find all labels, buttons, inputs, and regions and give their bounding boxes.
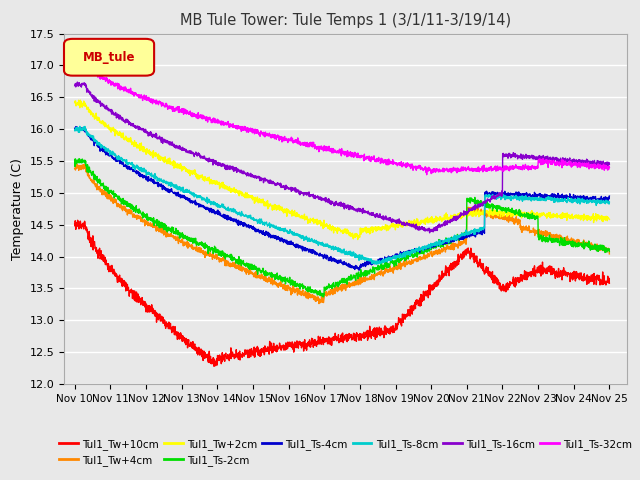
- Tul1_Ts-8cm: [71, 127, 79, 133]
- Tul1_Ts-16cm: [71, 83, 79, 88]
- Tul1_Ts-32cm: [590, 161, 598, 167]
- Tul1_Ts-32cm: [331, 147, 339, 153]
- Tul1_Ts-2cm: [76, 156, 83, 162]
- Tul1_Ts-4cm: [355, 267, 363, 273]
- Tul1_Tw+2cm: [317, 223, 324, 229]
- Tul1_Tw+2cm: [99, 119, 106, 124]
- Line: Tul1_Ts-4cm: Tul1_Ts-4cm: [75, 127, 609, 270]
- Tul1_Ts-8cm: [492, 194, 500, 200]
- Tul1_Tw+4cm: [332, 285, 339, 290]
- Tul1_Tw+10cm: [210, 363, 218, 369]
- Tul1_Tw+4cm: [71, 166, 79, 171]
- Tul1_Ts-4cm: [71, 125, 79, 131]
- Tul1_Tw+4cm: [315, 300, 323, 306]
- Text: MB_tule: MB_tule: [83, 50, 135, 63]
- Tul1_Ts-2cm: [332, 284, 339, 289]
- Tul1_Ts-4cm: [591, 195, 598, 201]
- Line: Tul1_Tw+2cm: Tul1_Tw+2cm: [75, 100, 609, 240]
- Tul1_Ts-16cm: [99, 101, 106, 107]
- Tul1_Ts-4cm: [492, 191, 500, 197]
- Tul1_Ts-16cm: [492, 193, 500, 199]
- Tul1_Tw+10cm: [71, 221, 79, 227]
- Tul1_Ts-4cm: [72, 124, 80, 130]
- Tul1_Ts-8cm: [99, 143, 106, 149]
- Tul1_Ts-8cm: [373, 261, 381, 267]
- Tul1_Tw+4cm: [99, 187, 106, 193]
- Tul1_Ts-2cm: [319, 294, 327, 300]
- Tul1_Ts-16cm: [74, 79, 81, 85]
- Line: Tul1_Ts-32cm: Tul1_Ts-32cm: [75, 55, 609, 175]
- Tul1_Tw+10cm: [605, 280, 613, 286]
- Tul1_Ts-4cm: [590, 194, 598, 200]
- Tul1_Ts-32cm: [76, 52, 84, 58]
- Tul1_Tw+4cm: [73, 161, 81, 167]
- Tul1_Ts-16cm: [426, 230, 433, 236]
- Tul1_Ts-4cm: [317, 252, 324, 258]
- Tul1_Tw+4cm: [492, 211, 500, 216]
- Tul1_Ts-32cm: [423, 172, 431, 178]
- Line: Tul1_Ts-16cm: Tul1_Ts-16cm: [75, 82, 609, 233]
- Tul1_Tw+10cm: [590, 271, 598, 276]
- Tul1_Ts-32cm: [317, 144, 324, 149]
- Tul1_Ts-8cm: [76, 123, 84, 129]
- Tul1_Tw+10cm: [591, 274, 598, 280]
- Tul1_Tw+2cm: [591, 216, 598, 221]
- Tul1_Tw+10cm: [99, 254, 106, 260]
- Tul1_Ts-2cm: [71, 156, 79, 162]
- Tul1_Ts-16cm: [590, 160, 598, 166]
- Tul1_Tw+4cm: [591, 246, 598, 252]
- Title: MB Tule Tower: Tule Temps 1 (3/1/11-3/19/14): MB Tule Tower: Tule Temps 1 (3/1/11-3/19…: [180, 13, 511, 28]
- Tul1_Tw+10cm: [332, 330, 339, 336]
- Tul1_Ts-2cm: [591, 243, 598, 249]
- Tul1_Ts-8cm: [591, 200, 598, 205]
- Tul1_Tw+2cm: [76, 97, 84, 103]
- Tul1_Tw+10cm: [317, 339, 325, 345]
- Tul1_Tw+2cm: [331, 227, 339, 233]
- Tul1_Ts-2cm: [99, 181, 106, 187]
- Tul1_Tw+2cm: [590, 214, 598, 220]
- Tul1_Tw+4cm: [590, 243, 598, 249]
- Tul1_Ts-16cm: [317, 194, 324, 200]
- Tul1_Ts-32cm: [492, 167, 500, 172]
- Tul1_Ts-2cm: [492, 203, 500, 208]
- Y-axis label: Temperature (C): Temperature (C): [11, 158, 24, 260]
- Tul1_Ts-2cm: [317, 290, 324, 296]
- Tul1_Ts-4cm: [99, 147, 106, 153]
- Tul1_Tw+2cm: [492, 208, 500, 214]
- Line: Tul1_Ts-8cm: Tul1_Ts-8cm: [75, 126, 609, 264]
- Tul1_Ts-8cm: [317, 241, 324, 247]
- Tul1_Tw+2cm: [354, 237, 362, 242]
- Tul1_Ts-4cm: [331, 256, 339, 262]
- Line: Tul1_Tw+4cm: Tul1_Tw+4cm: [75, 164, 609, 303]
- FancyBboxPatch shape: [64, 39, 154, 76]
- Tul1_Tw+10cm: [492, 280, 500, 286]
- Tul1_Tw+10cm: [74, 217, 81, 223]
- Tul1_Ts-32cm: [99, 76, 106, 82]
- Tul1_Ts-2cm: [605, 249, 613, 254]
- Tul1_Ts-32cm: [605, 165, 613, 170]
- Tul1_Ts-8cm: [605, 200, 613, 205]
- Tul1_Tw+4cm: [317, 298, 325, 303]
- Legend: Tul1_Tw+10cm, Tul1_Tw+4cm, Tul1_Tw+2cm, Tul1_Ts-2cm, Tul1_Ts-4cm, Tul1_Ts-8cm, T: Tul1_Tw+10cm, Tul1_Tw+4cm, Tul1_Tw+2cm, …: [55, 435, 636, 470]
- Tul1_Ts-16cm: [591, 157, 598, 163]
- Tul1_Tw+2cm: [71, 100, 79, 106]
- Line: Tul1_Tw+10cm: Tul1_Tw+10cm: [75, 220, 609, 366]
- Tul1_Ts-2cm: [590, 242, 598, 248]
- Tul1_Ts-8cm: [590, 199, 598, 204]
- Tul1_Ts-32cm: [591, 166, 598, 171]
- Tul1_Ts-16cm: [331, 199, 339, 205]
- Line: Tul1_Ts-2cm: Tul1_Ts-2cm: [75, 159, 609, 297]
- Tul1_Ts-32cm: [71, 58, 79, 63]
- Tul1_Ts-8cm: [331, 246, 339, 252]
- Tul1_Tw+2cm: [605, 216, 613, 222]
- Tul1_Tw+4cm: [605, 251, 613, 257]
- Tul1_Ts-4cm: [605, 193, 613, 199]
- Tul1_Ts-16cm: [605, 161, 613, 167]
